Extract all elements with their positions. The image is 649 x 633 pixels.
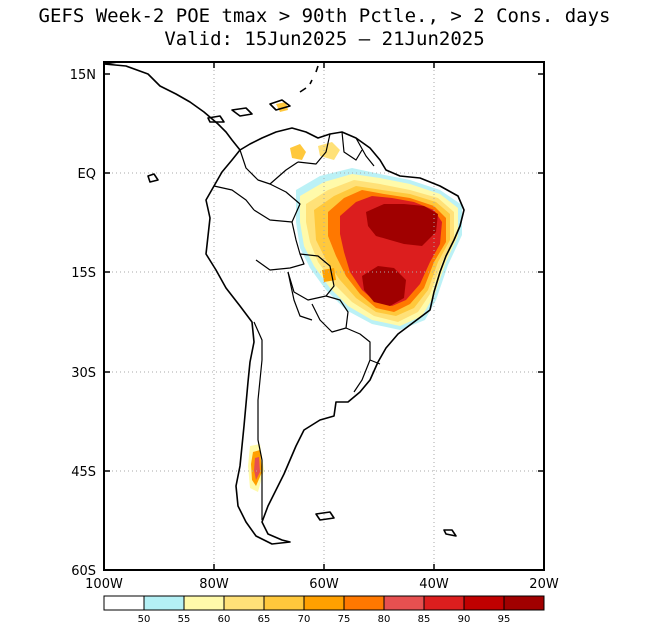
legend-swatch (103, 595, 145, 611)
legend-swatch (263, 595, 305, 611)
legend-labels: 50 55 60 65 70 75 80 85 90 95 (138, 614, 511, 625)
shade-dark-red (366, 204, 438, 246)
chart-title-line-1: GEFS Week-2 POE tmax > 90th Pctle., > 2 … (38, 5, 611, 27)
legend-swatch (423, 595, 465, 611)
x-tick-label: 20W (529, 577, 559, 592)
legend-label: 65 (258, 614, 271, 625)
legend-label: 60 (218, 614, 231, 625)
y-tick-label: 15S (71, 266, 96, 281)
shade-andes-red (254, 457, 260, 480)
legend-swatch (303, 595, 345, 611)
x-tick-label: 80W (199, 577, 229, 592)
legend-swatch (143, 595, 185, 611)
y-tick-labels: 15N EQ 15S 30S 45S 60S (70, 68, 96, 579)
y-tick-label: 30S (71, 366, 96, 381)
legend-swatch (343, 595, 385, 611)
legend-label: 70 (298, 614, 311, 625)
legend-swatch (383, 595, 425, 611)
legend-label: 50 (138, 614, 151, 625)
legend-colorbar (103, 595, 545, 611)
graticule (104, 62, 544, 570)
x-tick-label: 40W (419, 577, 449, 592)
legend-swatch (223, 595, 265, 611)
legend-label: 95 (498, 614, 511, 625)
legend-swatch (183, 595, 225, 611)
legend-label: 90 (458, 614, 471, 625)
country-borders (213, 131, 381, 520)
legend-swatch (503, 595, 545, 611)
tick-marks (104, 62, 544, 571)
y-tick-label: EQ (78, 167, 96, 182)
shade-north-patch-1 (290, 144, 306, 160)
legend-label: 85 (418, 614, 431, 625)
x-tick-labels: 100W 80W 60W 40W 20W (85, 577, 559, 592)
legend-swatch (463, 595, 505, 611)
shade-dark-red-2 (362, 266, 406, 306)
y-tick-label: 15N (70, 68, 96, 83)
x-tick-label: 100W (85, 577, 123, 592)
legend-label: 75 (338, 614, 351, 625)
x-tick-label: 60W (309, 577, 339, 592)
y-tick-label: 60S (71, 564, 96, 579)
probability-shading (248, 102, 462, 492)
legend-label: 55 (178, 614, 191, 625)
chart-title-line-2: Valid: 15Jun2025 – 21Jun2025 (164, 28, 485, 50)
legend-label: 80 (378, 614, 391, 625)
y-tick-label: 45S (71, 465, 96, 480)
